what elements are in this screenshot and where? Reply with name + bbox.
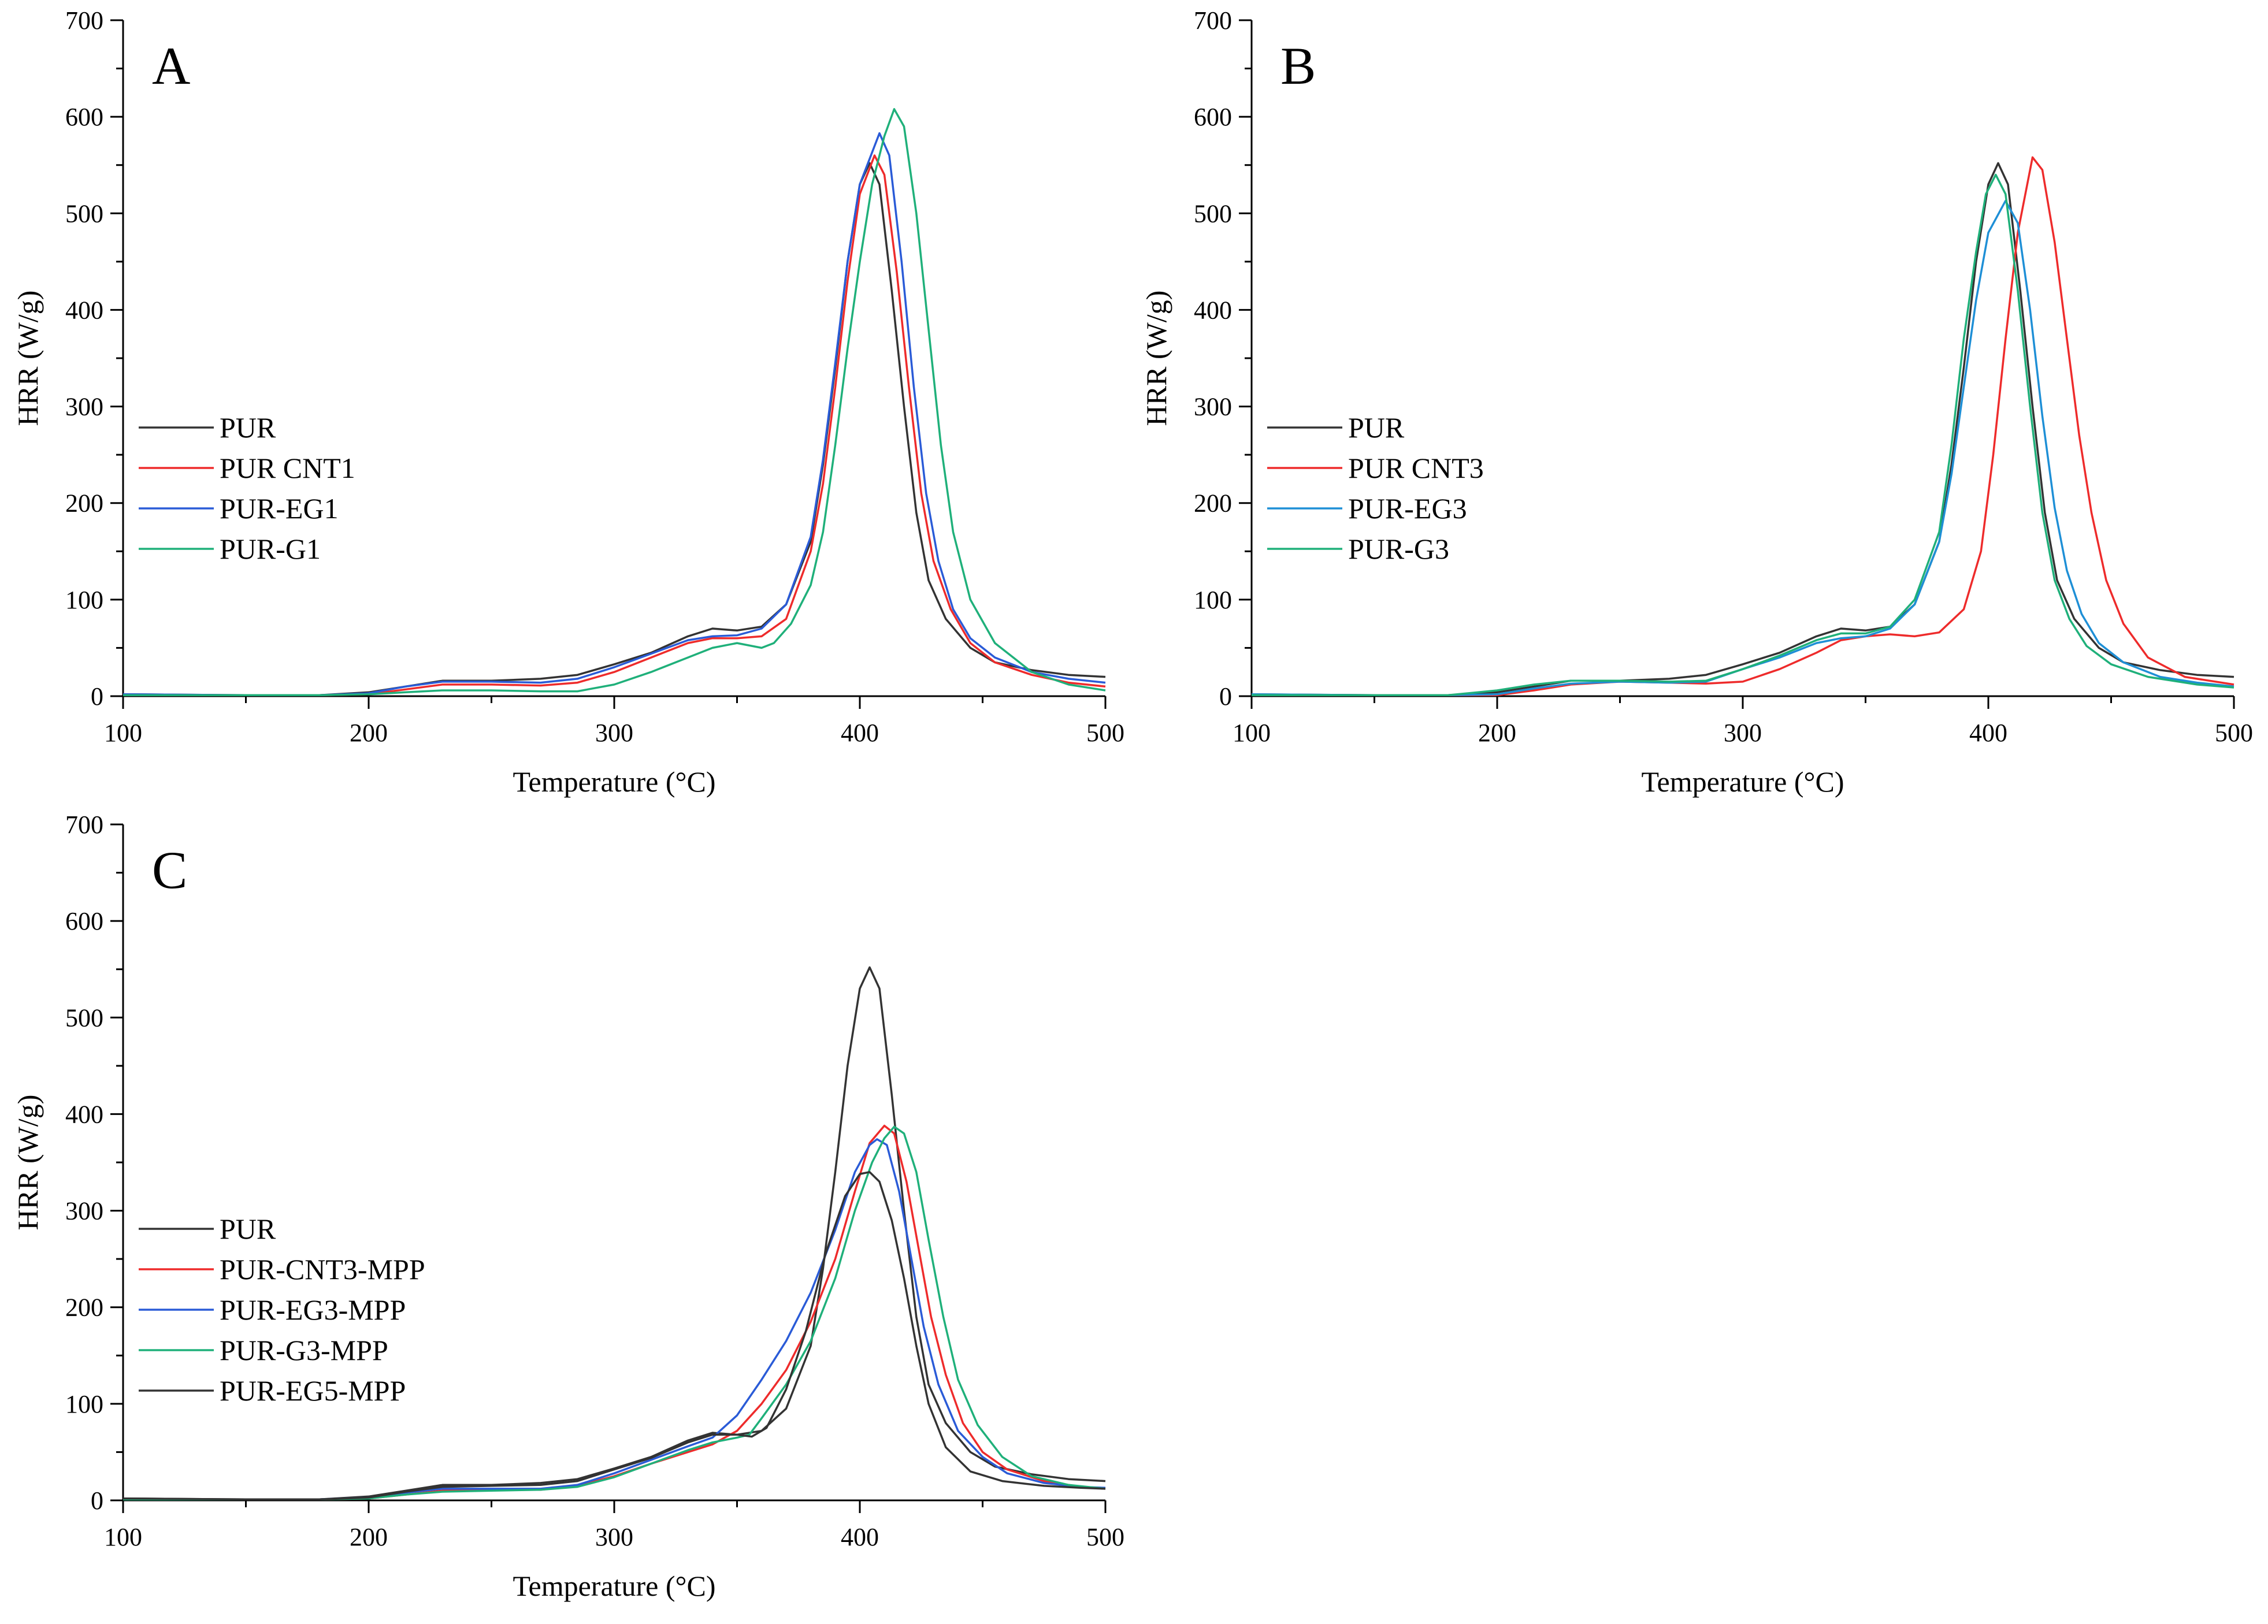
legend-label: PUR CNT3 xyxy=(1348,452,1484,484)
y-tick-label: 300 xyxy=(65,1197,103,1225)
legend-label: PUR CNT1 xyxy=(220,452,355,484)
x-tick-label: 500 xyxy=(1086,719,1124,747)
legend-label: PUR xyxy=(220,1213,276,1245)
x-tick-label: 200 xyxy=(350,719,388,747)
y-tick-label: 100 xyxy=(65,1390,103,1418)
x-tick-label: 100 xyxy=(1233,719,1271,747)
x-tick-label: 500 xyxy=(1086,1523,1124,1551)
y-tick-label: 600 xyxy=(65,907,103,935)
y-tick-label: 200 xyxy=(65,1294,103,1322)
y-tick-label: 200 xyxy=(65,489,103,518)
x-axis-title: Temperature (°C) xyxy=(1641,765,1844,798)
y-tick-label: 300 xyxy=(65,393,103,421)
y-tick-label: 300 xyxy=(1194,393,1232,421)
y-axis-title: HRR (W/g) xyxy=(12,291,44,426)
y-axis-title: HRR (W/g) xyxy=(1140,291,1172,426)
legend-label: PUR-G3-MPP xyxy=(220,1334,388,1366)
x-tick-label: 400 xyxy=(1969,719,2007,747)
x-tick-label: 200 xyxy=(350,1523,388,1551)
x-tick-label: 200 xyxy=(1478,719,1516,747)
x-tick-label: 300 xyxy=(595,719,633,747)
x-tick-label: 400 xyxy=(841,1523,879,1551)
series-line-3 xyxy=(1251,199,2234,697)
panel-b: 100 200 300 400 5000100200300400500600700Tem… xyxy=(1140,6,2253,798)
panel-label: C xyxy=(152,841,187,900)
y-tick-label: 400 xyxy=(65,1100,103,1128)
series-line-1 xyxy=(123,966,1106,1501)
x-tick-label: 400 xyxy=(841,719,879,747)
y-tick-label: 0 xyxy=(91,1487,103,1515)
x-tick-label: 300 xyxy=(1724,719,1762,747)
y-tick-label: 600 xyxy=(1194,103,1232,131)
panel-c: 100 200 300 400 5000100200300400500600700Tem… xyxy=(12,811,1124,1602)
series-line-4 xyxy=(123,1125,1106,1501)
legend-label: PUR-G3 xyxy=(1348,533,1449,565)
y-axis-title: HRR (W/g) xyxy=(12,1095,44,1231)
y-tick-label: 600 xyxy=(65,103,103,131)
y-tick-label: 200 xyxy=(1194,489,1232,518)
x-axis-title: Temperature (°C) xyxy=(513,765,715,798)
series-line-2 xyxy=(123,154,1106,697)
panel-label: B xyxy=(1280,36,1316,95)
y-tick-label: 700 xyxy=(1194,6,1232,35)
legend-label: PUR-EG5-MPP xyxy=(220,1374,406,1407)
series-line-4 xyxy=(1252,173,2234,697)
legend-label: PUR xyxy=(220,411,276,444)
y-tick-label: 500 xyxy=(65,199,103,228)
x-tick-label: 100 xyxy=(104,719,142,747)
panel-a: 100 200 300 400 5000100200300400500600700Tem… xyxy=(12,6,1124,798)
y-tick-label: 0 xyxy=(91,682,103,711)
y-tick-label: 400 xyxy=(1194,296,1232,324)
x-tick-label: 500 xyxy=(2215,719,2253,747)
x-tick-label: 100 xyxy=(104,1523,142,1551)
legend-label: PUR-CNT3-MPP xyxy=(220,1253,425,1285)
y-tick-label: 700 xyxy=(65,6,103,35)
legend-label: PUR-G1 xyxy=(220,533,321,565)
y-tick-label: 500 xyxy=(1194,199,1232,228)
x-tick-label: 300 xyxy=(595,1523,633,1551)
y-tick-label: 0 xyxy=(1219,682,1232,711)
legend-label: PUR-EG1 xyxy=(220,492,339,525)
legend-label: PUR xyxy=(1348,411,1405,444)
panel-label: A xyxy=(152,36,190,95)
y-tick-label: 500 xyxy=(65,1004,103,1032)
series-line-4 xyxy=(123,108,1106,697)
legend-label: PUR-EG3 xyxy=(1348,492,1467,525)
series-line-3 xyxy=(123,132,1106,697)
legend-label: PUR-EG3-MPP xyxy=(220,1294,406,1326)
y-tick-label: 700 xyxy=(65,811,103,839)
series-line-5 xyxy=(123,1170,1106,1501)
y-tick-label: 100 xyxy=(65,586,103,614)
series-line-3 xyxy=(123,1138,1106,1501)
x-axis-title: Temperature (°C) xyxy=(513,1570,715,1602)
y-tick-label: 100 xyxy=(1194,586,1232,614)
y-tick-label: 400 xyxy=(65,296,103,324)
